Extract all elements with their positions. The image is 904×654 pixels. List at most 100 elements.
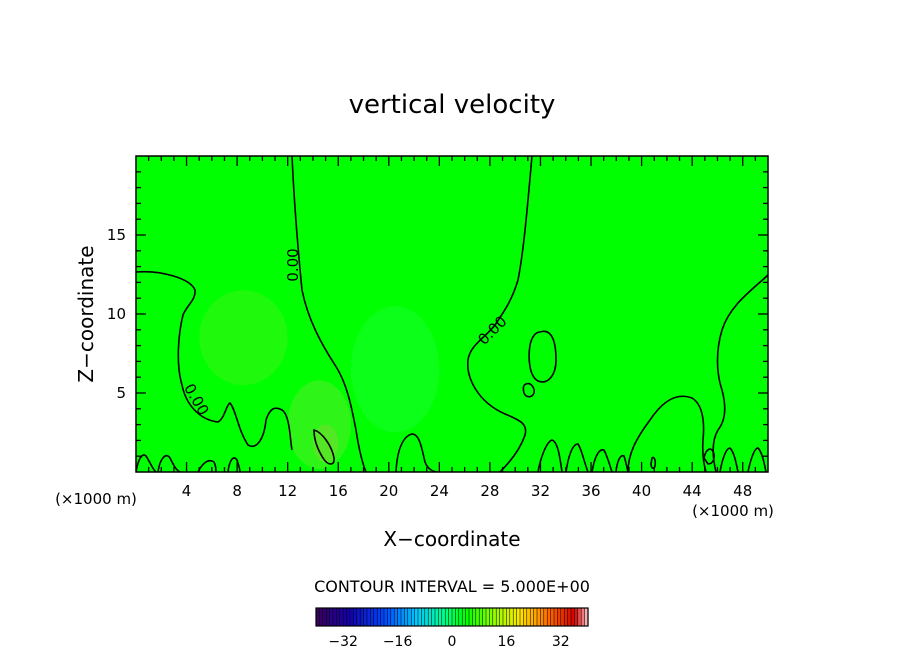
colorbar-cell [387, 607, 392, 627]
colorbar-cell [492, 607, 497, 627]
y-axis-label: Z−coordinate [74, 245, 98, 382]
colorbar-cell [421, 607, 426, 627]
colorbar-cell [349, 607, 354, 627]
x-tick-label: 24 [430, 482, 449, 500]
colorbar-cell [373, 607, 378, 627]
colorbar-cell [319, 607, 324, 627]
colorbar-cell [529, 607, 535, 627]
field-anomaly [350, 306, 440, 433]
colorbar-cell [336, 607, 341, 627]
zero-contours [136, 156, 768, 472]
contour-line [537, 439, 563, 472]
colorbar-cell [489, 607, 494, 627]
colorbar-cell [516, 607, 521, 627]
colorbar-cell [499, 607, 504, 627]
colorbar-cell [563, 607, 569, 627]
colorbar-cell [400, 607, 405, 627]
colorbar-cell [570, 607, 575, 627]
contour-line [650, 456, 657, 469]
colorbar [315, 607, 589, 627]
colorbar-cell [475, 607, 480, 627]
x-unit-right: (×1000 m) [692, 502, 774, 520]
contour-line [467, 156, 533, 472]
contour-line [227, 457, 241, 472]
x-unit-left: (×1000 m) [55, 490, 137, 508]
y-tick-label: 5 [116, 384, 126, 402]
colorbar-cell [472, 607, 477, 627]
colorbar-cell [397, 607, 402, 627]
colorbar-tick-label: −32 [328, 634, 358, 650]
contour-line [136, 270, 293, 451]
x-tick-label: 20 [379, 482, 398, 500]
colorbar-cell [441, 607, 446, 627]
colorbar-frame [315, 607, 589, 627]
contour-line [313, 428, 335, 465]
colorbar-cell [506, 607, 511, 627]
colorbar-cell [553, 607, 558, 627]
colorbar-cell [339, 607, 344, 627]
contour-line [528, 330, 557, 383]
contour-line [747, 447, 767, 472]
x-axis-label: X−coordinate [383, 527, 520, 551]
x-tick-label: 32 [531, 482, 550, 500]
x-tick-label: 4 [182, 482, 192, 500]
colorbar-cell [580, 607, 586, 627]
colorbar-cell [356, 607, 361, 627]
colorbar-cell [431, 607, 436, 627]
contour-line [136, 454, 157, 472]
colorbar-cell [478, 607, 484, 627]
colorbar-cell [417, 607, 422, 627]
x-tick-label: 44 [683, 482, 702, 500]
colorbar-cell [557, 607, 562, 627]
colorbar-cell [523, 607, 528, 627]
contour-interval-text: CONTOUR INTERVAL = 5.000E+00 [314, 577, 590, 596]
colorbar-cell [342, 607, 348, 627]
colorbar-cell [404, 607, 409, 627]
colorbar-cell [550, 607, 555, 627]
colorbar-cell [383, 607, 388, 627]
x-tick-label: 40 [632, 482, 651, 500]
colorbar-cell [536, 607, 541, 627]
y-tick-label: 10 [107, 305, 126, 323]
colorbar-cell [424, 607, 429, 627]
colorbar-cell [519, 607, 524, 627]
colorbar-cell [546, 607, 552, 627]
colorbar-cell [560, 607, 565, 627]
colorbar-cell [509, 607, 514, 627]
contour-line [197, 459, 217, 472]
contour-line [615, 454, 629, 472]
colorbar-tick-label: 0 [448, 634, 457, 650]
x-tick-label: 48 [733, 482, 752, 500]
colorbar-cell [363, 607, 368, 627]
y-tick-label: 15 [107, 226, 126, 244]
colorbar-cell [495, 607, 501, 627]
colorbar-cell [366, 607, 371, 627]
contour-line [522, 382, 535, 398]
colorbar-cell [512, 607, 518, 627]
contour-line [565, 443, 589, 472]
colorbar-cell [533, 607, 538, 627]
colorbar-cell [438, 607, 443, 627]
colorbar-cell [434, 607, 439, 627]
colorbar-cell [410, 607, 416, 627]
contour-line [719, 447, 739, 472]
colorbar-cell [455, 607, 460, 627]
contour-line [591, 449, 613, 472]
field-anomaly [199, 290, 288, 386]
colorbar-cell [322, 607, 327, 627]
colorbar-cell [451, 607, 456, 627]
colorbar-cell [390, 607, 395, 627]
colorbar-cell [482, 607, 487, 627]
colorbar-cell [468, 607, 473, 627]
colorbar-cell [540, 607, 545, 627]
colorbar-cell [458, 607, 463, 627]
colorbar-cell [448, 607, 453, 627]
contour-line [703, 448, 715, 465]
colorbar-cell [380, 607, 385, 627]
colorbar-cell [444, 607, 450, 627]
colorbar-cell [526, 607, 531, 627]
colorbar-cell [407, 607, 412, 627]
colorbar-cell [543, 607, 548, 627]
colorbar-cell [359, 607, 365, 627]
